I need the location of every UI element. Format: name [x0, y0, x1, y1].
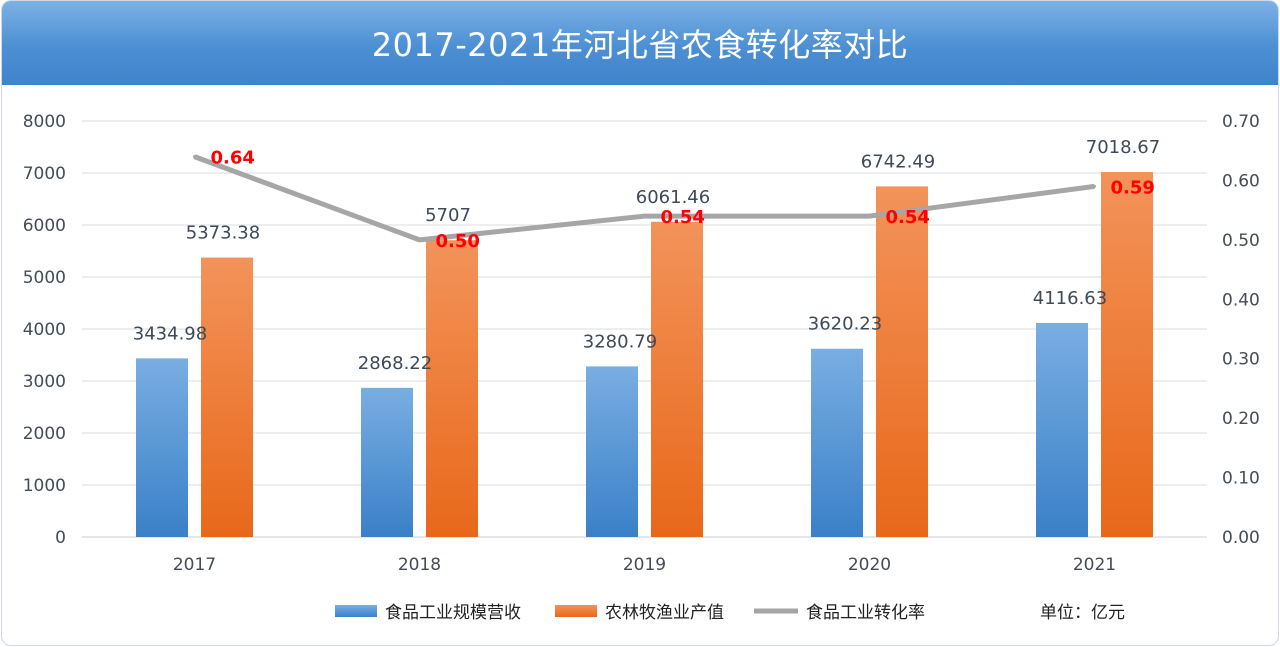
- y-left-tick-label: 0: [55, 528, 66, 548]
- data-label-rate: 0.54: [661, 207, 705, 228]
- bar-agri: [201, 257, 253, 537]
- data-label-rate: 0.59: [1111, 177, 1155, 198]
- y-left-tick-label: 7000: [23, 164, 66, 184]
- data-label-agri: 6742.49: [861, 151, 935, 172]
- bar-food: [811, 348, 863, 537]
- legend-label-food: 食品工业规模营收: [385, 603, 521, 623]
- y-left-tick-label: 2000: [23, 424, 66, 444]
- data-label-food: 3280.79: [583, 331, 657, 352]
- bar-agri: [651, 221, 703, 537]
- data-label-rate: 0.54: [886, 207, 930, 228]
- x-axis: 2017 2018 2019 2020 2021: [173, 555, 1116, 575]
- bar-food: [136, 358, 188, 537]
- chart-title: 2017-2021年河北省农食转化率对比: [371, 26, 909, 64]
- x-tick-label: 2021: [1073, 555, 1116, 575]
- gridlines: [82, 120, 1207, 538]
- y-right-tick-label: 0.50: [1222, 231, 1260, 251]
- legend: 食品工业规模营收 农林牧渔业产值 食品工业转化率 单位：亿元: [335, 603, 1125, 623]
- y-right-tick-label: 0.70: [1222, 112, 1260, 132]
- y-left-tick-label: 3000: [23, 372, 66, 392]
- line-series: [193, 154, 1096, 243]
- y-axis-right: 0.00 0.10 0.20 0.30 0.40 0.50 0.60 0.70: [1222, 112, 1260, 548]
- unit-label: 单位：亿元: [1040, 603, 1125, 623]
- data-label-food: 2868.22: [358, 353, 432, 374]
- data-label-food: 4116.63: [1033, 288, 1107, 309]
- y-left-tick-label: 6000: [23, 216, 66, 236]
- rate-point: [868, 214, 871, 218]
- y-left-tick-label: 4000: [23, 320, 66, 340]
- y-right-tick-label: 0.30: [1222, 350, 1260, 370]
- bar-agri: [426, 240, 478, 537]
- y-left-tick-label: 1000: [23, 476, 66, 496]
- bar-food: [586, 366, 638, 537]
- data-label-rate: 0.64: [211, 148, 255, 169]
- data-label-food: 3434.98: [133, 323, 207, 344]
- data-label-agri: 6061.46: [636, 187, 710, 208]
- bar-food: [361, 387, 413, 537]
- bar-agri: [876, 186, 928, 538]
- bar-food: [1036, 322, 1088, 537]
- rate-point: [643, 214, 646, 218]
- rate-point: [193, 155, 196, 159]
- x-tick-label: 2020: [848, 555, 891, 575]
- legend-swatch-food: [335, 605, 377, 617]
- data-label-agri: 5707: [425, 205, 471, 226]
- y-right-tick-label: 0.40: [1222, 290, 1260, 310]
- x-tick-label: 2018: [398, 555, 441, 575]
- y-right-tick-label: 0.10: [1222, 469, 1260, 489]
- y-right-tick-label: 0.20: [1222, 409, 1260, 429]
- x-tick-label: 2019: [623, 555, 666, 575]
- x-tick-label: 2017: [173, 555, 216, 575]
- legend-label-agri: 农林牧渔业产值: [605, 603, 724, 623]
- title-bar: 2017-2021年河北省农食转化率对比: [2, 1, 1278, 85]
- data-label-rate: 0.50: [436, 231, 480, 252]
- bar-agri: [1101, 172, 1153, 537]
- y-axis-left: 0 1000 2000 3000 4000 5000 6000 7000 8000: [23, 112, 66, 548]
- data-label-agri: 5373.38: [186, 223, 260, 244]
- rate-point: [1093, 184, 1096, 188]
- y-left-tick-label: 5000: [23, 268, 66, 288]
- data-label-agri: 7018.67: [1086, 137, 1160, 158]
- data-label-food: 3620.23: [808, 314, 882, 335]
- rate-point: [418, 238, 421, 242]
- y-left-tick-label: 8000: [23, 112, 66, 132]
- legend-label-rate: 食品工业转化率: [806, 603, 925, 623]
- legend-swatch-agri: [555, 605, 597, 617]
- bar-series: [136, 172, 1153, 538]
- data-labels: 3434.98 5373.38 2868.22 5707 3280.79 6061.46 3…: [133, 137, 1160, 374]
- y-right-tick-label: 0.00: [1222, 528, 1260, 548]
- y-right-tick-label: 0.60: [1222, 171, 1260, 191]
